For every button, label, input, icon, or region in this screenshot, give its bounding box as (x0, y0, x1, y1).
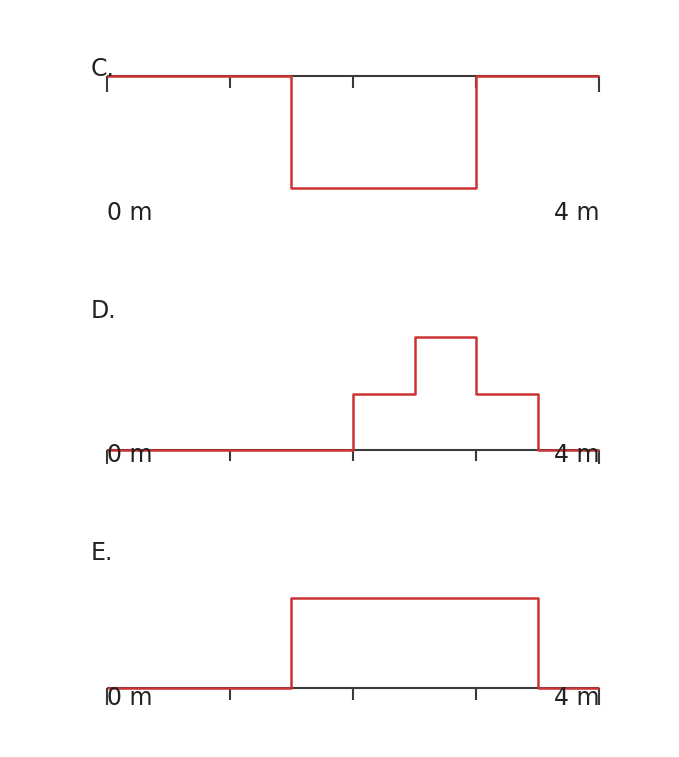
Text: 0 m: 0 m (107, 444, 152, 467)
Text: 4 m: 4 m (554, 444, 600, 467)
Text: 0 m: 0 m (107, 686, 152, 710)
Text: 4 m: 4 m (554, 686, 600, 710)
Text: E.: E. (91, 541, 113, 565)
Text: 0 m: 0 m (107, 201, 152, 226)
Text: D.: D. (91, 299, 116, 323)
Text: 4 m: 4 m (554, 201, 600, 226)
Text: C.: C. (91, 57, 115, 81)
